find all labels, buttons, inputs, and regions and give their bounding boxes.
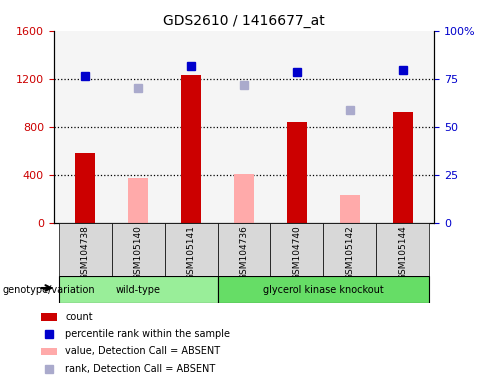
Bar: [41, 313, 57, 321]
Bar: [128, 178, 148, 223]
Bar: [234, 174, 254, 223]
FancyBboxPatch shape: [218, 223, 270, 276]
Bar: [75, 153, 96, 223]
Text: GSM104736: GSM104736: [240, 225, 248, 280]
Text: genotype/variation: genotype/variation: [2, 285, 95, 295]
Text: wild-type: wild-type: [116, 285, 161, 295]
FancyBboxPatch shape: [218, 276, 429, 303]
Text: rank, Detection Call = ABSENT: rank, Detection Call = ABSENT: [65, 364, 216, 374]
Text: GSM104740: GSM104740: [292, 225, 302, 280]
Text: GSM105141: GSM105141: [186, 225, 196, 280]
Bar: [287, 122, 307, 223]
Text: GSM105140: GSM105140: [134, 225, 143, 280]
Text: GSM105142: GSM105142: [345, 225, 354, 280]
Text: GSM104738: GSM104738: [81, 225, 90, 280]
Text: GSM105144: GSM105144: [398, 225, 407, 280]
FancyBboxPatch shape: [376, 223, 429, 276]
FancyBboxPatch shape: [270, 223, 324, 276]
Bar: [392, 113, 413, 223]
FancyBboxPatch shape: [324, 223, 376, 276]
FancyBboxPatch shape: [59, 276, 218, 303]
FancyBboxPatch shape: [164, 223, 218, 276]
Bar: [340, 195, 360, 223]
Text: count: count: [65, 312, 93, 322]
FancyBboxPatch shape: [59, 223, 112, 276]
Bar: [181, 75, 201, 223]
Text: percentile rank within the sample: percentile rank within the sample: [65, 329, 230, 339]
Text: value, Detection Call = ABSENT: value, Detection Call = ABSENT: [65, 346, 221, 356]
FancyBboxPatch shape: [112, 223, 164, 276]
Title: GDS2610 / 1416677_at: GDS2610 / 1416677_at: [163, 14, 325, 28]
Text: glycerol kinase knockout: glycerol kinase knockout: [263, 285, 384, 295]
Bar: [41, 348, 57, 355]
